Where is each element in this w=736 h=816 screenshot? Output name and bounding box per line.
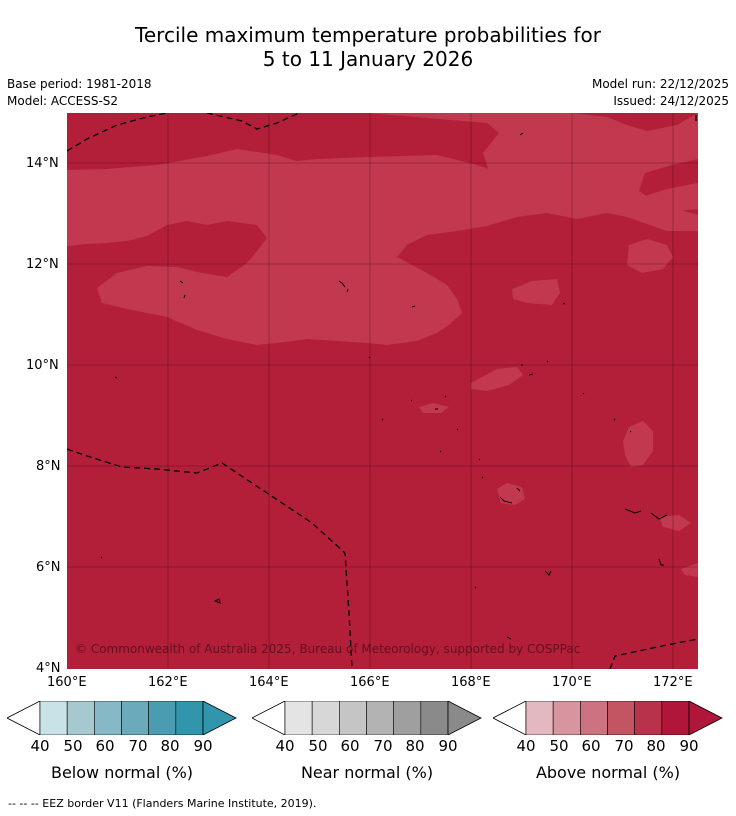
map-title-line2: 5 to 11 January 2026 [262,47,474,71]
colorbar-segment [580,701,608,735]
lon-label: 168°E [451,675,491,690]
colorbar-tick: 60 [581,737,601,755]
above-70-region [681,563,698,577]
colorbar-segment [339,701,367,735]
colorbar-segment [393,701,422,735]
map-title-line1: Tercile maximum temperature probabilitie… [135,23,601,47]
eez-legend: -- -- -- EEZ border V11 (Flanders Marine… [8,797,317,810]
colorbar-tick: 90 [679,737,699,755]
colorbar-tick: 70 [373,737,393,755]
above-normal-label: Above normal (%) [535,763,681,782]
colorbar-tick: 80 [160,737,180,755]
colorbar-min-arrow [7,701,41,735]
colorbar-segment [420,701,449,735]
model-run: Model run: 22/12/2025 [591,77,729,91]
colorbar-segment [311,701,340,735]
lat-label: 12°N [26,257,59,272]
colorbar-tick: 40 [275,737,295,755]
gridlines [67,113,698,669]
above-70-region [512,279,560,305]
colorbar-tick: 70 [614,737,634,755]
lon-label: 160°E [47,675,87,690]
issued-date: Issued: 24/12/2025 [613,94,729,108]
base-period: Base period: 1981-2018 [7,77,152,91]
colorbar-tick: 90 [438,737,458,755]
above-70-region [623,421,653,467]
colorbar-segment [94,701,122,735]
colorbar-tick: 40 [30,737,50,755]
lon-label: 170°E [552,675,592,690]
colorbar-max-arrow [202,701,237,735]
colorbar-tick: 50 [308,737,328,755]
above-70-region [419,403,449,413]
colorbar-tick: 80 [405,737,425,755]
colorbar-segment [175,701,204,735]
colorbar-segment [284,701,313,735]
above-70-region [471,367,523,391]
colorbar-segment [552,701,581,735]
islands [100,132,668,640]
model-name: Model: ACCESS-S2 [7,94,119,108]
colorbar-segment [121,701,149,735]
lat-label: 10°N [26,358,59,373]
lon-label: 172°E [653,675,693,690]
colorbar-tick: 60 [95,737,115,755]
colorbar-segment [66,701,95,735]
lon-label: 162°E [148,675,188,690]
colorbar-tick: 60 [340,737,360,755]
above-70-region [659,515,691,531]
colorbar-min-arrow [493,701,527,735]
copyright-notice: © Commonwealth of Australia 2025, Bureau… [75,642,580,656]
colorbar-max-arrow [688,701,723,735]
colorbar-min-arrow [252,701,286,735]
above-70-region [67,149,607,345]
near-normal-label: Near normal (%) [300,763,434,782]
lat-label: 4°N [36,661,61,676]
lat-label: 8°N [36,459,61,474]
lon-label: 166°E [350,675,390,690]
above-70-region [642,183,698,211]
colorbar-segment [607,701,635,735]
colorbar-segment [39,701,68,735]
colorbar-max-arrow [447,701,482,735]
colorbar-segment [148,701,177,735]
colorbar-tick: 40 [516,737,536,755]
colorbar-segment [366,701,394,735]
colorbar-tick: 70 [128,737,148,755]
above-70-region [627,239,673,273]
colorbar-tick: 90 [193,737,213,755]
lon-label: 164°E [249,675,289,690]
lat-label: 6°N [36,560,61,575]
colorbar-tick: 50 [549,737,569,755]
probability-map: © Commonwealth of Australia 2025, Bureau… [67,113,698,669]
colorbar-segment [525,701,554,735]
lat-label: 14°N [26,156,59,171]
colorbar-segment [634,701,663,735]
eez-border [67,113,698,669]
colorbar-tick: 50 [63,737,83,755]
colorbar-segment [661,701,690,735]
below-normal-label: Below normal (%) [50,763,194,782]
colorbar-tick: 80 [646,737,666,755]
above-70-region [307,113,698,231]
